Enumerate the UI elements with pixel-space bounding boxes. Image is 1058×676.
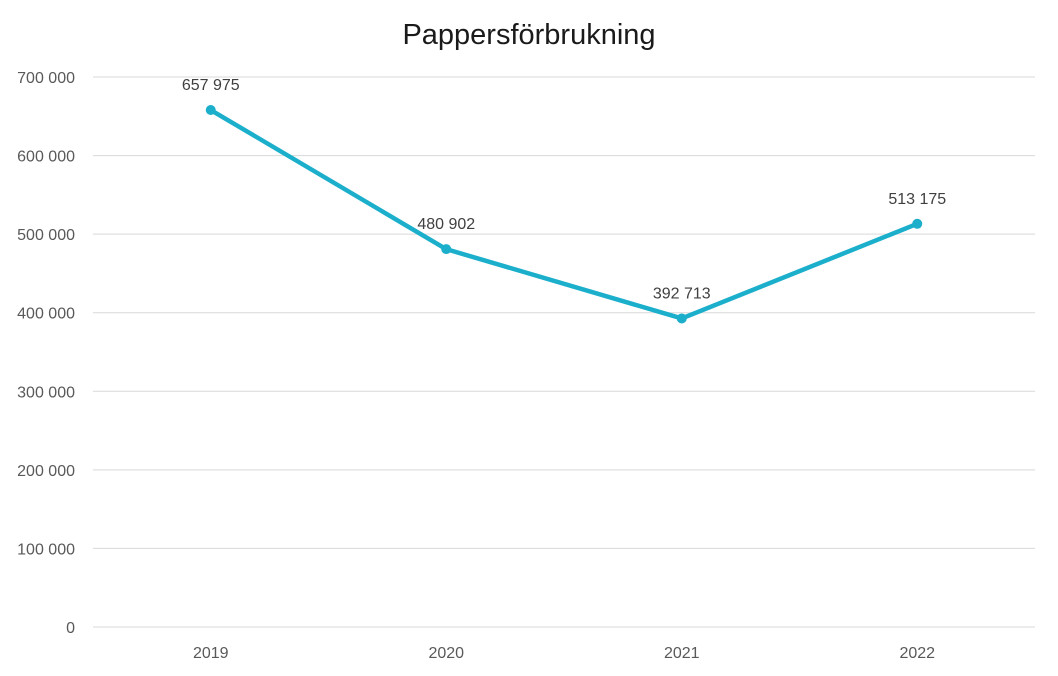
x-axis: 2019 2020 2021 2022 [193,645,935,662]
y-axis: 0 100 000 200 000 300 000 400 000 500 000 600 … [17,70,75,637]
series-line [208,107,920,321]
gridlines [93,76,1035,628]
data-point [912,218,923,229]
data-point [676,313,687,324]
data-label: 657 975 [182,77,240,94]
x-tick-label: 2021 [664,645,700,662]
data-point [205,105,216,116]
y-tick-label: 100 000 [17,541,75,558]
data-label: 392 713 [653,285,711,302]
y-tick-label: 600 000 [17,149,75,166]
y-tick-label: 400 000 [17,306,75,323]
x-tick-label: 2019 [193,645,229,662]
data-labels: 657 975 480 902 392 713 513 175 [182,77,946,302]
x-tick-label: 2020 [428,645,464,662]
data-label: 480 902 [417,216,475,233]
y-tick-label: 200 000 [17,463,75,480]
x-tick-label: 2022 [899,645,935,662]
series-group [205,105,923,324]
y-tick-label: 0 [66,620,75,637]
y-tick-label: 700 000 [17,70,75,87]
y-tick-label: 300 000 [17,384,75,401]
data-point [441,244,452,255]
chart-title: Pappersförbrukning [402,19,655,51]
y-tick-label: 500 000 [17,227,75,244]
data-label: 513 175 [888,191,946,208]
